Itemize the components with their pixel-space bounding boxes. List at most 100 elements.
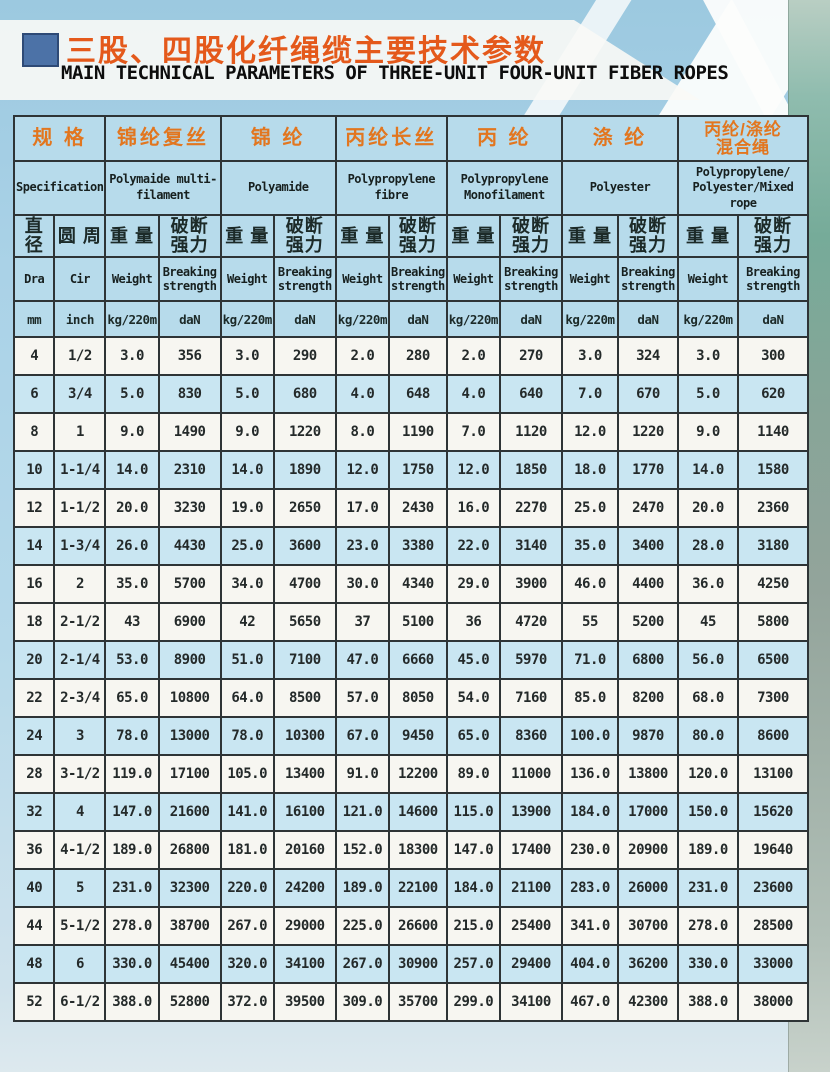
table-cell-8-1: 2-1/4 (53, 640, 107, 680)
table-cell-2-10: 12.0 (560, 412, 619, 452)
table-cell-10-0: 24 (12, 716, 56, 756)
metric-en-2-1: Breaking strength (387, 256, 448, 302)
table-cell-13-1: 4-1/2 (53, 830, 107, 870)
table-cell-14-13: 23600 (736, 868, 809, 908)
material-group-zh-1: 锦 纶 (219, 115, 337, 162)
header-row-groups-zh: 规 格锦纶复丝锦 纶丙纶长丝丙 纶涤 纶丙纶/涤纶 混合绳 (12, 115, 809, 162)
table-cell-4-12: 20.0 (676, 488, 739, 528)
table-cell-16-9: 29400 (498, 944, 563, 984)
table-cell-17-5: 39500 (272, 982, 337, 1022)
table-cell-6-2: 35.0 (104, 564, 160, 604)
table-row: 4 1/2 3.0 356 3.0 290 2.0 280 2.0 270 3.0 324 3.0 300 (12, 336, 809, 376)
metric-zh-4-1: 破断 强力 (616, 214, 679, 258)
table-cell-2-9: 1120 (498, 412, 563, 452)
table-cell-7-12: 45 (676, 602, 739, 642)
table-row: 10 1-1/4 14.0 2310 14.0 1890 12.0 1750 12.0 1850 1… (12, 450, 809, 490)
table-cell-4-10: 25.0 (560, 488, 619, 528)
table-cell-10-2: 78.0 (104, 716, 160, 756)
table-cell-1-9: 640 (498, 374, 563, 414)
table-cell-9-8: 54.0 (445, 678, 501, 718)
table-cell-4-6: 17.0 (334, 488, 390, 528)
table-cell-7-0: 18 (12, 602, 56, 642)
table-cell-14-0: 40 (12, 868, 56, 908)
table-cell-16-13: 33000 (736, 944, 809, 984)
metric-zh-2-1: 破断 强力 (387, 214, 448, 258)
table-cell-10-9: 8360 (498, 716, 563, 756)
page-title-chinese: 三股、四股化纤绳缆主要技术参数 (66, 35, 546, 68)
material-group-en-2: Polypropylene fibre (334, 160, 448, 216)
table-cell-8-8: 45.0 (445, 640, 501, 680)
header-row-groups-en: Specification Polymaide multi- filament Po… (12, 160, 809, 216)
table-cell-6-3: 5700 (157, 564, 222, 604)
table-row: 24 3 78.0 13000 78.0 10300 67.0 9450 65.0 8360 100… (12, 716, 809, 756)
table-row: 12 1-1/2 20.0 3230 19.0 2650 17.0 2430 16.0 2270 2… (12, 488, 809, 528)
table-cell-8-2: 53.0 (104, 640, 160, 680)
table-cell-4-8: 16.0 (445, 488, 501, 528)
table-cell-7-3: 6900 (157, 602, 222, 642)
table-cell-16-2: 330.0 (104, 944, 160, 984)
table-cell-16-4: 320.0 (219, 944, 275, 984)
table-cell-2-1: 1 (53, 412, 107, 452)
table-cell-12-3: 21600 (157, 792, 222, 832)
table-cell-11-12: 120.0 (676, 754, 739, 794)
metric-en-0-1: Breaking strength (157, 256, 222, 302)
spec-col-en-0: Dra (12, 256, 56, 302)
table-cell-0-9: 270 (498, 336, 563, 376)
table-cell-4-5: 2650 (272, 488, 337, 528)
table-cell-16-8: 257.0 (445, 944, 501, 984)
table-cell-12-7: 14600 (387, 792, 448, 832)
table-cell-6-13: 4250 (736, 564, 809, 604)
table-cell-17-1: 6-1/2 (53, 982, 107, 1022)
table-row: 20 2-1/4 53.0 8900 51.0 7100 47.0 6660 45.0 5970 7… (12, 640, 809, 680)
spec-col-zh-1: 圆 周 (53, 214, 107, 258)
table-cell-0-5: 290 (272, 336, 337, 376)
table-cell-14-12: 231.0 (676, 868, 739, 908)
table-cell-5-1: 1-3/4 (53, 526, 107, 566)
table-cell-10-11: 9870 (616, 716, 679, 756)
metric-zh-5-1: 破断 强力 (736, 214, 809, 258)
table-cell-11-2: 119.0 (104, 754, 160, 794)
table-cell-15-4: 267.0 (219, 906, 275, 946)
table-cell-16-6: 267.0 (334, 944, 390, 984)
metric-en-5-1: Breaking strength (736, 256, 809, 302)
table-cell-4-0: 12 (12, 488, 56, 528)
table-cell-6-1: 2 (53, 564, 107, 604)
table-cell-14-7: 22100 (387, 868, 448, 908)
table-cell-3-9: 1850 (498, 450, 563, 490)
table-cell-5-10: 35.0 (560, 526, 619, 566)
table-cell-5-3: 4430 (157, 526, 222, 566)
table-cell-17-9: 34100 (498, 982, 563, 1022)
table-cell-8-0: 20 (12, 640, 56, 680)
table-cell-15-9: 25400 (498, 906, 563, 946)
material-group-en-0: Polymaide multi- filament (104, 160, 222, 216)
metric-en-3-1: Breaking strength (498, 256, 563, 302)
table-cell-16-3: 45400 (157, 944, 222, 984)
table-cell-1-3: 830 (157, 374, 222, 414)
table-cell-1-1: 3/4 (53, 374, 107, 414)
table-cell-7-5: 5650 (272, 602, 337, 642)
table-cell-17-2: 388.0 (104, 982, 160, 1022)
table-cell-14-3: 32300 (157, 868, 222, 908)
table-cell-2-4: 9.0 (219, 412, 275, 452)
table-row: 44 5-1/2 278.0 38700 267.0 29000 225.0 26600 215… (12, 906, 809, 946)
table-cell-14-6: 189.0 (334, 868, 390, 908)
table-cell-14-1: 5 (53, 868, 107, 908)
unit-label-0: mm (12, 300, 56, 338)
table-cell-7-10: 55 (560, 602, 619, 642)
table-cell-11-11: 13800 (616, 754, 679, 794)
table-cell-11-4: 105.0 (219, 754, 275, 794)
table-cell-15-6: 225.0 (334, 906, 390, 946)
unit-label-1-0: kg/220m (219, 300, 275, 338)
table-cell-2-0: 8 (12, 412, 56, 452)
table-cell-6-9: 3900 (498, 564, 563, 604)
table-cell-13-5: 20160 (272, 830, 337, 870)
table-cell-17-12: 388.0 (676, 982, 739, 1022)
table-cell-14-4: 220.0 (219, 868, 275, 908)
table-cell-10-7: 9450 (387, 716, 448, 756)
table-cell-8-9: 5970 (498, 640, 563, 680)
table-row: 14 1-3/4 26.0 4430 25.0 3600 23.0 3380 22.0 3140 3… (12, 526, 809, 566)
table-cell-13-8: 147.0 (445, 830, 501, 870)
table-cell-7-1: 2-1/2 (53, 602, 107, 642)
unit-label-2-1: daN (387, 300, 448, 338)
table-cell-11-5: 13400 (272, 754, 337, 794)
